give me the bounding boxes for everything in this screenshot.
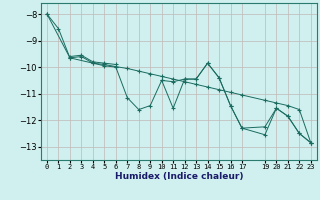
- X-axis label: Humidex (Indice chaleur): Humidex (Indice chaleur): [115, 172, 243, 181]
